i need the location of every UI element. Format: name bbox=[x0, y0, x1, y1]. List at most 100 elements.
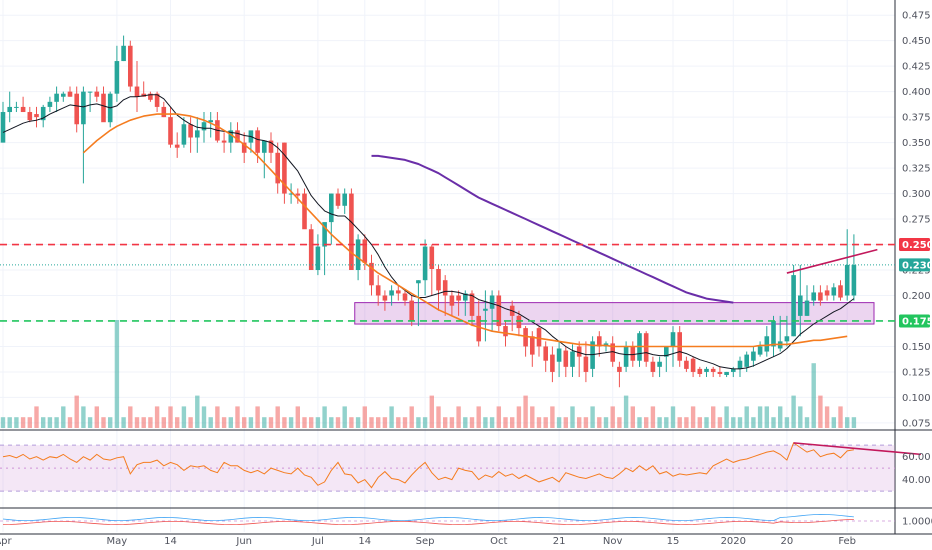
candle-body bbox=[496, 295, 502, 327]
candle-body bbox=[369, 262, 374, 286]
candle-body bbox=[717, 371, 723, 374]
candle-body bbox=[121, 45, 126, 62]
volume-bar bbox=[369, 417, 374, 428]
volume-bar bbox=[804, 417, 810, 428]
volume-bar bbox=[255, 406, 260, 428]
candle-body bbox=[416, 280, 421, 284]
volume-bar bbox=[14, 417, 19, 428]
time-tick-label: 20 bbox=[781, 536, 794, 547]
candle-body bbox=[456, 295, 461, 301]
volume-bar bbox=[389, 406, 394, 428]
candle-body bbox=[61, 93, 66, 97]
volume-bar bbox=[577, 417, 582, 428]
level-tag-label: 0.250 bbox=[902, 240, 932, 251]
volume-bar bbox=[282, 417, 287, 428]
candle-body bbox=[81, 91, 86, 125]
volume-bar bbox=[20, 417, 26, 428]
volume-bar bbox=[175, 417, 180, 428]
candle-body bbox=[349, 193, 354, 271]
osc-line-2 bbox=[2, 519, 854, 526]
candle-body bbox=[208, 120, 213, 123]
volume-bar bbox=[288, 417, 294, 428]
volume-bars bbox=[0, 320, 857, 428]
candle-body bbox=[489, 295, 495, 309]
candle-body bbox=[7, 106, 12, 113]
candle-body bbox=[751, 351, 756, 361]
volume-bar bbox=[74, 395, 79, 428]
volume-bar bbox=[148, 417, 153, 428]
candle-body bbox=[684, 360, 689, 369]
volume-bar bbox=[416, 417, 421, 428]
rsi-tick-label: 60.00 bbox=[902, 452, 931, 463]
candle-body bbox=[824, 290, 830, 296]
volume-bar bbox=[134, 417, 140, 428]
volume-bar bbox=[831, 417, 836, 428]
ma-long-line bbox=[371, 154, 734, 304]
volume-bar bbox=[27, 417, 32, 428]
time-tick-label: Nov bbox=[603, 536, 623, 547]
candle-body bbox=[657, 361, 662, 367]
volume-bar bbox=[181, 406, 187, 428]
volume-bar bbox=[235, 406, 240, 428]
volume-bar bbox=[590, 406, 595, 428]
candle-body bbox=[757, 346, 763, 355]
volume-bar bbox=[208, 417, 213, 428]
volume-bar bbox=[168, 406, 173, 428]
volume-bar bbox=[215, 406, 220, 428]
price-tick-label: 0.325 bbox=[902, 164, 931, 175]
rsi-divergence-line bbox=[793, 442, 921, 456]
candle-body bbox=[329, 193, 334, 223]
volume-bar bbox=[644, 417, 649, 428]
trendlines bbox=[786, 248, 878, 274]
candle-body bbox=[148, 93, 153, 100]
volume-bar bbox=[355, 417, 361, 428]
candle-body bbox=[235, 130, 240, 143]
candle-body bbox=[583, 356, 589, 372]
volume-bar bbox=[47, 417, 53, 428]
volume-bar bbox=[409, 406, 414, 428]
volume-bar bbox=[315, 417, 321, 428]
volume-bar bbox=[309, 417, 314, 428]
time-tick-label: May bbox=[107, 536, 128, 547]
volume-bar bbox=[154, 406, 160, 428]
candle-body bbox=[523, 328, 528, 347]
volume-bar bbox=[778, 406, 783, 428]
volume-bar bbox=[114, 320, 120, 428]
candle-body bbox=[375, 285, 381, 296]
candle-body bbox=[697, 368, 703, 374]
volume-bar bbox=[322, 406, 327, 428]
volume-bar bbox=[791, 395, 796, 428]
support-zone-box bbox=[354, 302, 875, 325]
volume-bar bbox=[845, 417, 850, 428]
volume-bar bbox=[7, 417, 12, 428]
volume-bar bbox=[550, 406, 555, 428]
candle-body bbox=[429, 246, 435, 269]
volume-bar bbox=[731, 417, 736, 428]
oscillator-pane bbox=[0, 513, 895, 526]
candle-body bbox=[409, 300, 414, 321]
candle-body bbox=[255, 130, 260, 153]
volume-bar bbox=[556, 417, 562, 428]
candle-body bbox=[704, 368, 709, 372]
volume-bar bbox=[798, 406, 803, 428]
candle-body bbox=[771, 320, 776, 347]
volume-bar bbox=[670, 406, 676, 428]
candle-body bbox=[134, 86, 140, 97]
price-tick-label: 0.300 bbox=[902, 189, 931, 200]
volume-bar bbox=[382, 417, 388, 428]
price-tick-label: 0.350 bbox=[902, 138, 931, 149]
candle-body bbox=[476, 315, 481, 342]
candle-body bbox=[195, 130, 200, 138]
candle-body bbox=[844, 264, 850, 296]
volume-bar bbox=[838, 406, 843, 428]
volume-bar bbox=[463, 417, 468, 428]
volume-bar bbox=[637, 417, 642, 428]
candle-body bbox=[34, 114, 39, 118]
volume-bar bbox=[34, 406, 39, 428]
candle-body bbox=[342, 193, 347, 206]
rsi-line bbox=[2, 442, 854, 489]
volume-bar bbox=[610, 406, 615, 428]
time-tick-label: 2020 bbox=[721, 536, 746, 547]
volume-bar bbox=[54, 417, 59, 428]
